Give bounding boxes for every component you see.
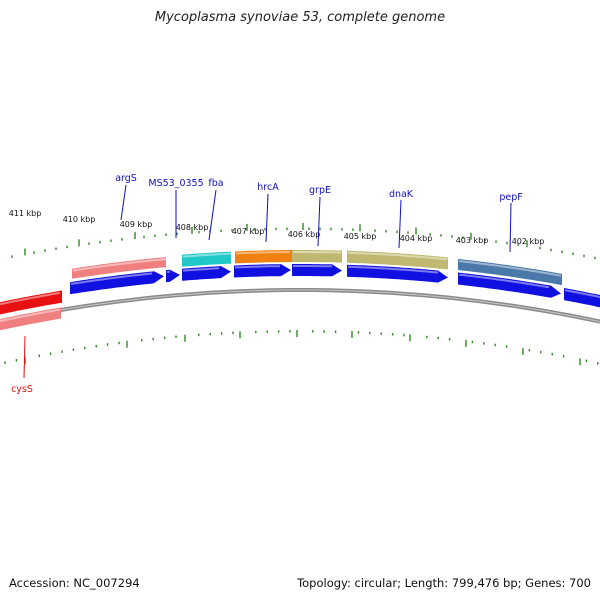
gene-label-cyss: cysS	[11, 384, 33, 395]
gene-block-pepF-shine	[458, 260, 562, 277]
gene-block-argS-shine	[72, 258, 167, 272]
gene-block-pepF-body	[458, 259, 562, 286]
cds-track	[70, 264, 600, 308]
gene-block-reverse-rna-body	[0, 307, 61, 331]
cds-arrow	[182, 266, 231, 281]
scale-label: 411 kbp	[9, 209, 42, 218]
label-leader	[509, 202, 512, 253]
label-leader	[120, 184, 127, 221]
gene-block-argS	[72, 257, 167, 279]
gene-block-dnaK-shine	[347, 251, 448, 261]
backbone-highlight	[0, 289, 600, 323]
cds-arrow-body	[347, 264, 448, 283]
gene-block-dnaK-body	[347, 250, 448, 270]
gene-block-fba-shine	[182, 252, 232, 258]
cds-arrow	[234, 264, 291, 278]
cds-arrow-body	[70, 271, 164, 295]
scale-label: 410 kbp	[63, 215, 96, 224]
gene-block-hrcA-body	[235, 250, 292, 264]
gene-label-ms53_0355: MS53_0355	[148, 178, 203, 189]
gene-block-hrcA-shine	[235, 251, 291, 255]
gene-block-cysS-body	[0, 290, 62, 315]
label-leader	[23, 335, 26, 379]
gene-block-fba	[182, 251, 232, 267]
scale-label: 403 kbp	[456, 236, 489, 245]
gene-block-fba-body	[182, 251, 231, 267]
gene-block-dnaK	[347, 250, 448, 270]
outer-tick-track	[11, 223, 596, 260]
cds-arrow-shine	[347, 265, 439, 274]
gene-block-pepF	[458, 259, 562, 286]
cds-arrow	[292, 264, 342, 277]
backbone-line	[0, 288, 600, 324]
gene-block-grpE-shine	[293, 251, 342, 254]
scale-label: 408 kbp	[176, 223, 209, 232]
accession-text: Accession: NC_007294	[9, 576, 140, 590]
cds-arrow-body	[564, 288, 600, 308]
label-leader	[208, 189, 217, 241]
gene-label-args: argS	[115, 173, 137, 184]
cds-arrow-body	[166, 269, 180, 283]
cds-arrow-body	[292, 264, 342, 277]
cds-arrow-shine	[458, 273, 550, 289]
scale-label: 402 kbp	[512, 237, 545, 246]
scale-labels: 411 kbp 410 kbp 409 kbp 408 kbp 407 kbp 406 k…	[9, 209, 545, 246]
gene-label-grpe: grpE	[309, 185, 331, 196]
label-leader	[265, 193, 269, 243]
cds-arrow-body	[234, 264, 291, 278]
gene-block-reverse-rna	[0, 307, 61, 331]
cds-arrow-shine	[234, 265, 281, 269]
feature-track	[0, 250, 562, 331]
gene-block-grpE	[292, 250, 342, 263]
cds-arrow-body	[458, 272, 561, 298]
gene-block-grpE-body	[292, 250, 342, 263]
scale-label: 404 kbp	[400, 234, 433, 243]
gene-block-hrcA	[235, 250, 292, 264]
gene-label-dnak: dnaK	[389, 189, 414, 200]
cds-arrow	[166, 269, 180, 283]
gene-label-hrca: hrcA	[257, 182, 279, 193]
cds-arrow-shine	[564, 289, 600, 299]
cds-arrow	[347, 264, 448, 283]
cds-arrow	[70, 271, 164, 295]
scale-label: 406 kbp	[288, 230, 321, 239]
cds-arrow	[564, 288, 600, 308]
genome-summary: Topology: circular; Length: 799,476 bp; …	[297, 576, 591, 590]
gene-label-pepf: pepF	[499, 192, 522, 203]
cds-arrow-shine	[70, 272, 153, 285]
gene-block-cysS-shine	[0, 291, 61, 306]
gene-labels: argS MS53_0355 fba hrcA grpE dnaK pepF cysS	[11, 173, 523, 395]
gene-block-argS-body	[72, 257, 166, 279]
gene-block-reverse-rna-shine	[0, 308, 61, 323]
cds-arrow	[458, 272, 561, 298]
genome-backbone	[0, 288, 600, 324]
gene-label-fba: fba	[208, 178, 223, 189]
scale-label: 405 kbp	[344, 232, 377, 241]
inner-tick-track	[4, 330, 599, 366]
map-title: Mycoplasma synoviae 53, complete genome	[154, 10, 446, 25]
gene-block-cysS	[0, 290, 62, 315]
cds-arrow-body	[182, 266, 231, 281]
label-leader	[317, 196, 321, 247]
cds-arrow-shine	[182, 267, 220, 272]
scale-label: 407 kbp	[232, 227, 265, 236]
label-leader	[398, 199, 402, 249]
scale-label: 409 kbp	[120, 220, 153, 229]
